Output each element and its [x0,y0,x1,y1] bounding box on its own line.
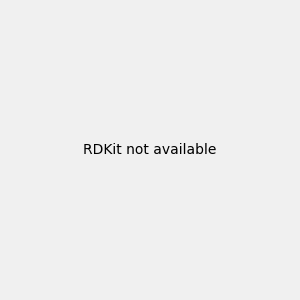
Text: RDKit not available: RDKit not available [83,143,217,157]
